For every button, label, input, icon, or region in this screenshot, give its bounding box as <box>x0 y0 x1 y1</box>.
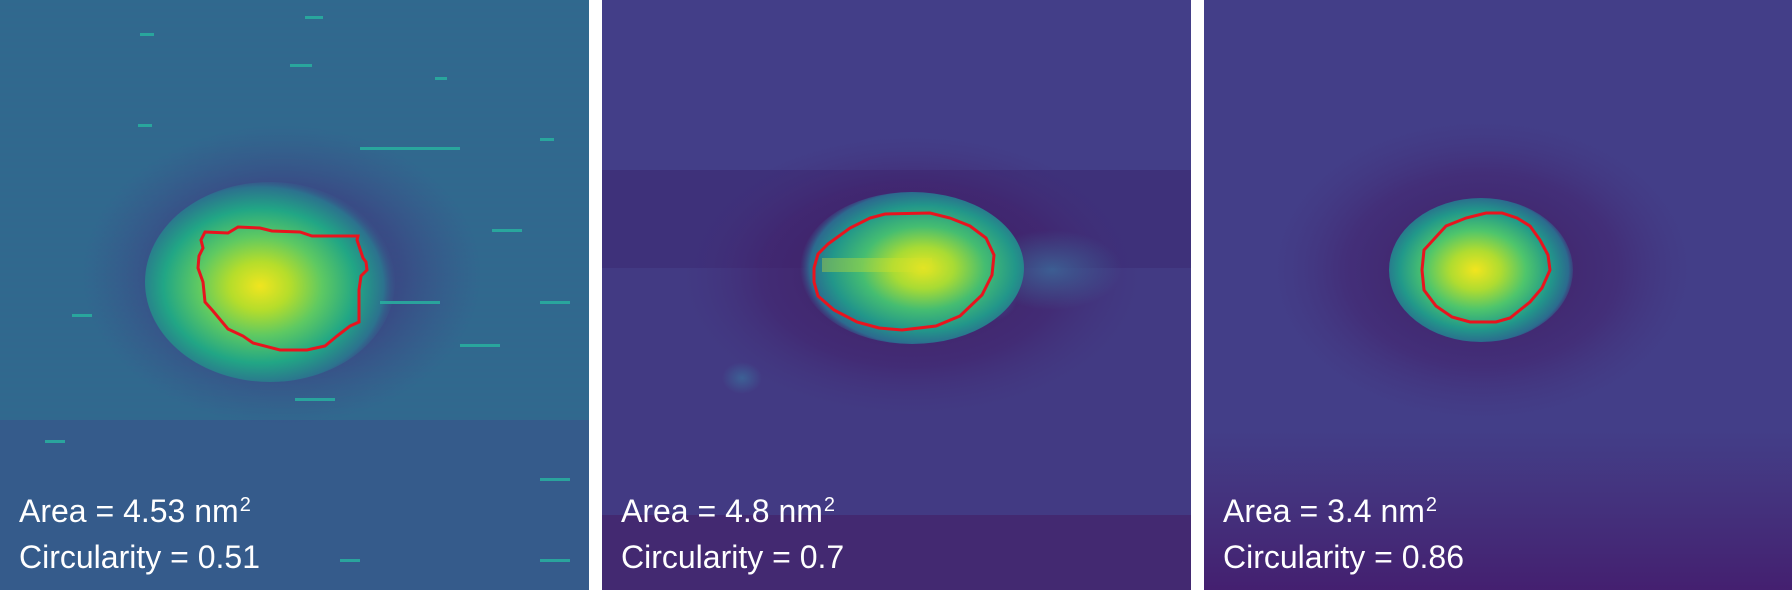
image-panel-3: Area = 3.4 nm2 Circularity = 0.86 <box>1204 0 1792 590</box>
outline-contour-3 <box>1420 211 1552 324</box>
caption-3: Area = 3.4 nm2 Circularity = 0.86 <box>1223 488 1464 580</box>
circularity-line-1: Circularity = 0.51 <box>19 534 260 580</box>
area-value: 4.53 <box>123 493 186 529</box>
area-label: Area = <box>1223 493 1328 529</box>
outline-contour-1 <box>196 225 369 352</box>
area-line-1: Area = 4.53 nm2 <box>19 488 260 534</box>
area-exponent: 2 <box>1425 494 1438 516</box>
circularity-value: 0.51 <box>197 539 260 575</box>
circularity-value: 0.7 <box>799 539 845 575</box>
caption-1: Area = 4.53 nm2 Circularity = 0.51 <box>19 488 260 580</box>
circularity-label: Circularity = <box>1223 539 1402 575</box>
area-exponent: 2 <box>239 494 251 516</box>
area-exponent: 2 <box>823 494 836 516</box>
area-unit: nm <box>194 493 239 529</box>
heightmap-3 <box>1204 0 1792 590</box>
circularity-line-3: Circularity = 0.86 <box>1223 534 1464 580</box>
area-value: 3.4 <box>1327 493 1372 529</box>
area-line-3: Area = 3.4 nm2 <box>1223 488 1464 534</box>
area-label: Area = <box>621 493 726 529</box>
heightmap-1 <box>0 0 589 590</box>
outline-contour-2 <box>812 211 996 332</box>
area-unit: nm <box>778 493 823 529</box>
area-label: Area = <box>19 493 124 529</box>
circularity-label: Circularity = <box>19 539 198 575</box>
area-line-2: Area = 4.8 nm2 <box>621 488 844 534</box>
caption-2: Area = 4.8 nm2 Circularity = 0.7 <box>621 488 844 580</box>
circularity-value: 0.86 <box>1401 539 1464 575</box>
image-panel-1: Area = 4.53 nm2 Circularity = 0.51 <box>0 0 589 590</box>
heightmap-2 <box>602 0 1191 590</box>
area-unit: nm <box>1380 493 1425 529</box>
image-panel-2: Area = 4.8 nm2 Circularity = 0.7 <box>602 0 1191 590</box>
circularity-label: Circularity = <box>621 539 800 575</box>
area-value: 4.8 <box>725 493 770 529</box>
circularity-line-2: Circularity = 0.7 <box>621 534 844 580</box>
